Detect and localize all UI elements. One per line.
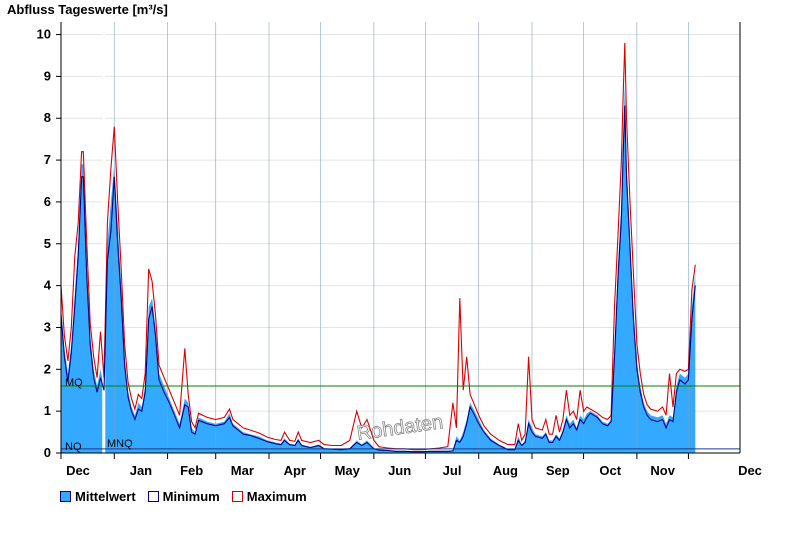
x-tick-label: Apr [284,463,306,478]
x-tick-label: Jul [443,463,462,478]
x-tick-label: Aug [493,463,518,478]
legend-label-minimum: Minimum [162,489,220,504]
x-tick-label: Dec [66,463,90,478]
legend-item-maximum: Maximum [231,489,307,504]
reference-label-nq: NQ [65,441,82,453]
x-tick-label: Jun [388,463,411,478]
y-tick-label: 8 [44,110,51,125]
x-tick-label: Nov [650,463,675,478]
y-tick-label: 3 [44,319,51,334]
y-tick-label: 5 [44,236,51,251]
x-tick-label: Feb [180,463,203,478]
x-tick-label: Sep [546,463,570,478]
y-tick-label: 4 [44,278,52,293]
series-line-minimum [60,105,696,453]
x-tick-label: Oct [599,463,621,478]
legend-swatch-minimum [147,491,159,502]
y-tick-label: 9 [44,68,51,83]
data-gap [102,22,106,453]
reference-label-mnq: MNQ [107,438,133,450]
legend-label-maximum: Maximum [246,489,307,504]
y-tick-label: 0 [44,445,51,460]
x-tick-label: Dec [738,463,762,478]
series-area-mittelwert [61,84,696,454]
y-tick-label: 7 [44,152,51,167]
reference-label-mq: MQ [65,377,83,389]
y-tick-label: 10 [37,27,51,42]
x-tick-label: Mar [231,463,254,478]
chart-legend: Mittelwert Minimum Maximum [60,489,319,504]
y-tick-label: 6 [44,194,51,209]
x-tick-label: May [335,463,361,478]
legend-label-mittelwert: Mittelwert [75,489,136,504]
legend-item-mittelwert: Mittelwert [60,489,136,504]
legend-swatch-maximum [231,491,243,502]
legend-item-minimum: Minimum [147,489,220,504]
watermark: Rohdaten [356,411,445,445]
legend-swatch-mittelwert [60,491,71,502]
y-tick-label: 1 [44,403,51,418]
x-tick-label: Jan [130,463,152,478]
y-tick-label: 2 [44,361,51,376]
chart-title: Abfluss Tageswerte [m³/s] [7,2,168,17]
